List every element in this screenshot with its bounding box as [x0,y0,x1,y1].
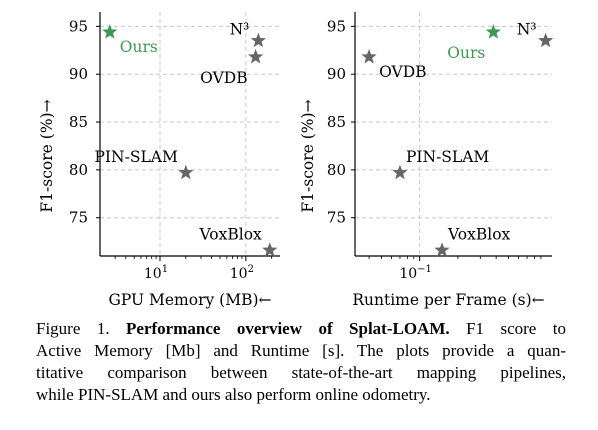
x-tick-label: 10−1 [399,264,432,282]
y-axis-label: F1-score (%)→ [299,99,317,212]
y-tick-label: 85 [69,113,88,131]
point-voxblox [434,242,450,257]
y-tick-label: 75 [69,209,88,227]
x-axis-label: GPU Memory (MB)← [108,291,271,309]
point-voxblox [262,242,278,257]
plot-runtime: 75 80 85 90 95 10−1 Runtime per Frame (s)← F1-s… [299,12,554,309]
y-tick-label: 85 [327,113,346,131]
x-axis-label: Runtime per Frame (s)← [352,291,544,309]
y-tick-label: 95 [69,17,88,35]
caption-line-2: Active Memory [Mb] and Runtime [s]. The … [36,341,566,360]
figure-caption: Figure 1. Performance overview of Splat-… [36,318,566,406]
point-label: VoxBlox [199,225,263,243]
point-n [250,32,266,48]
point-label: VoxBlox [447,225,511,243]
x-tick-label: 101 [144,264,168,282]
point-label: Ours [447,44,485,62]
point-label: OVDB [379,63,426,81]
y-tick-label: 75 [327,209,346,227]
point-label: N³ [517,21,537,39]
point-ovdb [248,48,264,64]
y-tick-label: 80 [327,161,346,179]
caption-line-4: while PIN-SLAM and ours also perform onl… [36,385,431,404]
point-label: Ours [120,38,158,56]
caption-line-3: titative comparison between state-of-the… [36,363,566,382]
y-tick-label: 95 [327,17,346,35]
point-label: PIN-SLAM [95,148,178,166]
point-label: N³ [230,21,250,39]
caption-line1-rest: F1 score to [449,319,567,338]
point-label: PIN-SLAM [406,148,489,166]
caption-title: Performance overview of Splat-LOAM. [126,319,450,338]
point-n [538,32,554,48]
point-ours [485,24,501,39]
figure-plots: 75 80 85 90 95 101 102 GPU Memory (MB)← F1-score… [38,12,554,309]
point-pin-slam [392,164,408,180]
plot-gpu-memory: 75 80 85 90 95 101 102 GPU Memory (MB)← F1-score… [38,12,280,309]
y-tick-label: 90 [327,65,346,83]
point-label: OVDB [200,69,247,87]
point-ovdb [361,48,377,64]
y-tick-label: 90 [69,65,88,83]
x-tick-label: 102 [230,264,254,282]
point-pin-slam [178,164,194,180]
y-tick-label: 80 [69,161,88,179]
caption-prefix: Figure 1. [36,319,110,338]
point-ours [102,24,118,39]
caption-line-1: Figure 1. Performance overview of Splat-… [36,318,566,340]
y-axis-label: F1-score (%)→ [38,99,56,212]
